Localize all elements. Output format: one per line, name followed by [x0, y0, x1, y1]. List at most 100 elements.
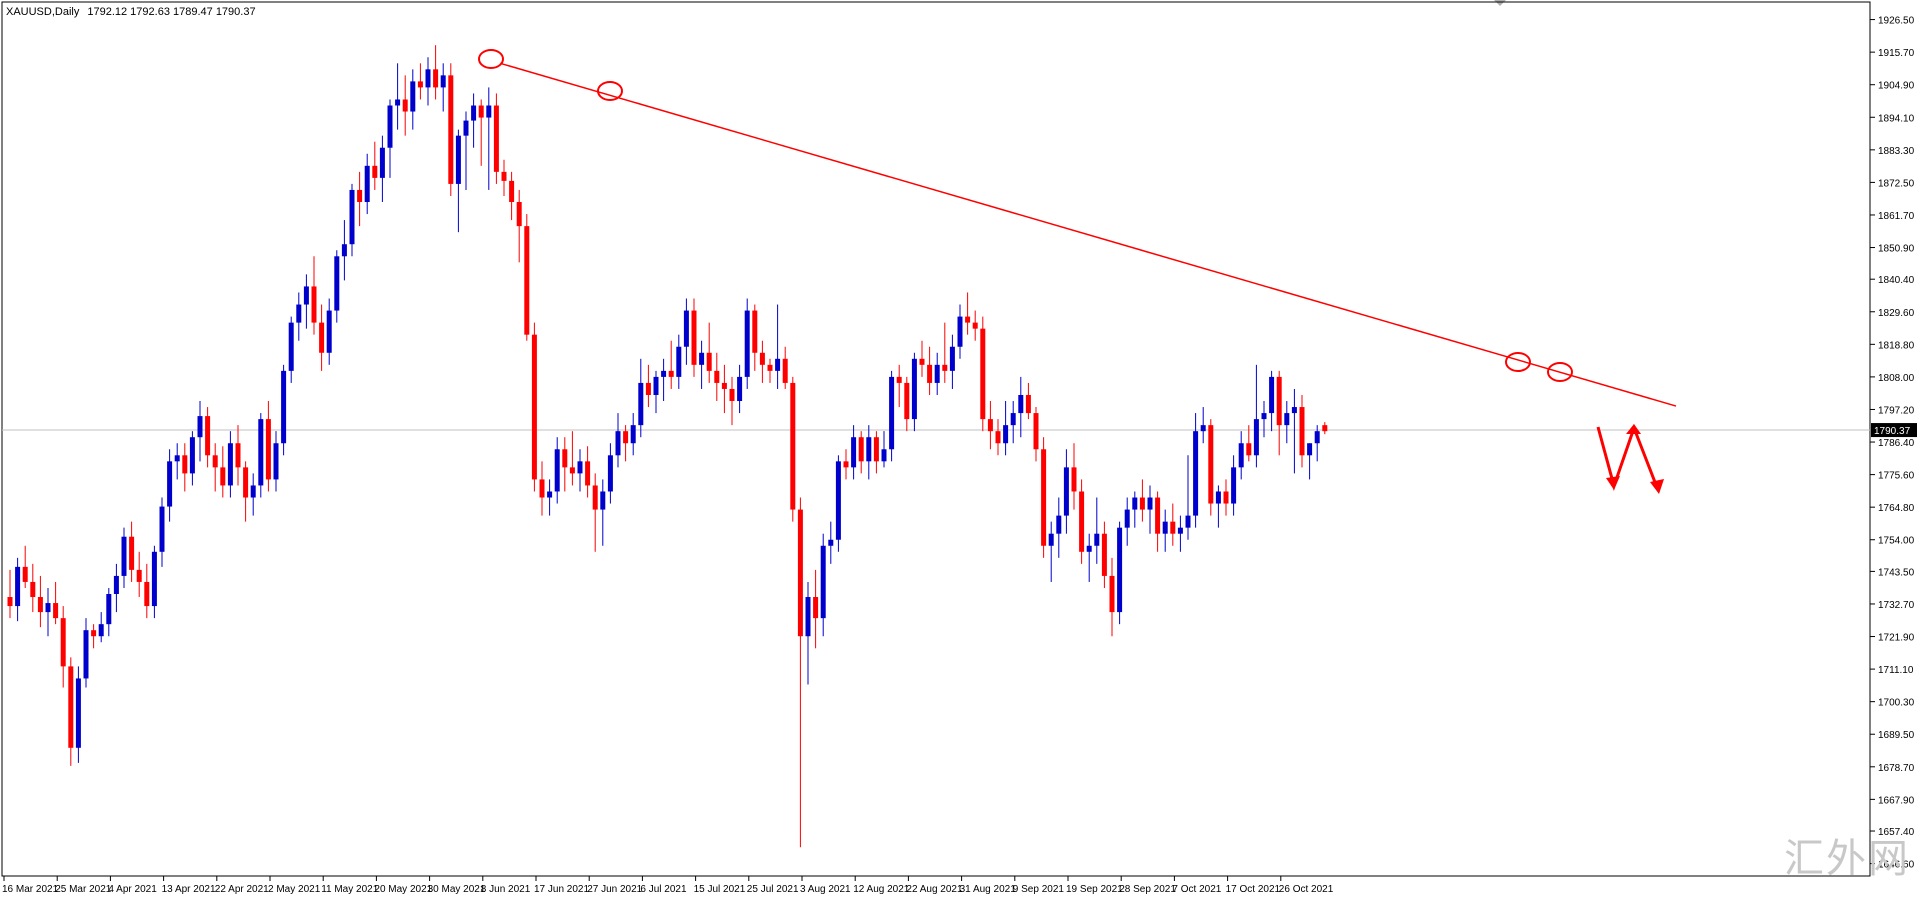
- x-tick-label: 2 May 2021: [268, 884, 321, 895]
- candle-body: [174, 455, 180, 462]
- candle: [296, 292, 302, 341]
- candle: [1170, 503, 1176, 546]
- candle-body: [1185, 515, 1191, 528]
- candle-body: [569, 467, 575, 474]
- candle: [904, 376, 910, 432]
- candle: [37, 575, 43, 628]
- candle-body: [326, 310, 332, 353]
- candle: [265, 401, 271, 492]
- candle-body: [1193, 431, 1199, 516]
- candle: [334, 250, 340, 323]
- candle: [227, 431, 233, 498]
- candle: [433, 45, 439, 100]
- candle: [1193, 413, 1199, 528]
- candle: [189, 431, 195, 486]
- arrow-head-icon: [1606, 476, 1620, 490]
- x-tick-label: 17 Oct 2021: [1226, 884, 1281, 895]
- candle: [1284, 401, 1290, 444]
- candle-body: [927, 364, 933, 383]
- candle: [752, 304, 758, 371]
- candle: [357, 171, 363, 227]
- candle: [873, 431, 879, 474]
- candle-body: [1147, 497, 1153, 510]
- candle-body: [721, 382, 727, 389]
- candle: [379, 135, 385, 203]
- candle: [68, 657, 74, 766]
- x-tick-label: 9 Sep 2021: [1013, 884, 1065, 895]
- y-tick-label: 1872.50: [1878, 178, 1915, 189]
- candle-body: [121, 536, 127, 576]
- candle: [645, 364, 651, 408]
- candle: [1291, 388, 1297, 474]
- candle: [250, 473, 256, 516]
- candle: [60, 606, 66, 688]
- candle: [471, 93, 477, 148]
- candle-body: [889, 376, 895, 450]
- candle: [531, 322, 537, 492]
- candle-body: [75, 678, 81, 748]
- x-tick-label: 7 Oct 2021: [1172, 884, 1221, 895]
- candle-body: [1291, 407, 1297, 414]
- y-tick-label: 1657.40: [1878, 827, 1915, 838]
- y-tick-label: 1743.50: [1878, 567, 1915, 578]
- x-tick-label: 19 Sep 2021: [1066, 884, 1123, 895]
- candle-body: [767, 364, 773, 371]
- candle-body: [965, 316, 971, 323]
- y-tick-label: 1711.10: [1878, 665, 1914, 676]
- candle: [106, 587, 112, 637]
- touch-circle: [1547, 362, 1573, 382]
- candle-body: [539, 479, 545, 498]
- scroll-marker-icon[interactable]: [1494, 0, 1506, 6]
- candle-body: [805, 597, 811, 637]
- candle-body: [288, 322, 294, 371]
- y-tick-label: 1861.70: [1878, 211, 1915, 222]
- touch-circle: [1505, 352, 1531, 372]
- candle: [1269, 370, 1275, 432]
- candle-body: [1177, 527, 1183, 534]
- candle-body: [600, 491, 606, 510]
- candle-body: [653, 376, 659, 395]
- candle: [919, 340, 925, 377]
- candle: [53, 581, 59, 625]
- candle-body: [265, 419, 271, 480]
- candle: [759, 340, 765, 383]
- candle: [440, 63, 446, 112]
- candle: [828, 521, 834, 564]
- candle-body: [212, 455, 218, 468]
- candle-body: [1231, 467, 1237, 504]
- candle-body: [957, 316, 963, 347]
- candle-body: [395, 99, 401, 106]
- forecast-zigzag: [1596, 423, 1660, 492]
- candle-body: [1314, 431, 1320, 444]
- candle-body: [577, 461, 583, 474]
- candle-body: [1094, 533, 1100, 546]
- candle: [661, 358, 667, 402]
- candle-body: [311, 286, 317, 323]
- candle: [1079, 479, 1085, 564]
- candle: [942, 322, 948, 383]
- candle-body: [106, 594, 112, 625]
- candle-body: [357, 189, 363, 203]
- x-tick-label: 17 Jun 2021: [534, 884, 589, 895]
- x-tick-label: 4 Apr 2021: [108, 884, 157, 895]
- candle-body: [159, 506, 165, 552]
- candle-body: [843, 461, 849, 468]
- x-tick-label: 8 Jun 2021: [481, 884, 531, 895]
- candle: [729, 376, 735, 426]
- candle-body: [645, 382, 651, 395]
- candle: [1299, 394, 1305, 468]
- y-tick-label: 1797.20: [1878, 405, 1915, 416]
- symbol-label: XAUUSD,Daily: [6, 6, 80, 18]
- candle-body: [1246, 443, 1252, 456]
- candle: [288, 316, 294, 383]
- candle: [1246, 425, 1252, 462]
- candle-body: [1208, 425, 1214, 504]
- candle-body: [1253, 419, 1259, 456]
- candle: [1162, 509, 1168, 552]
- x-tick-label: 26 Oct 2021: [1279, 884, 1334, 895]
- candle-body: [296, 304, 302, 323]
- y-tick-label: 1689.50: [1878, 730, 1915, 741]
- candle-body: [668, 370, 674, 377]
- candle-body: [835, 461, 841, 540]
